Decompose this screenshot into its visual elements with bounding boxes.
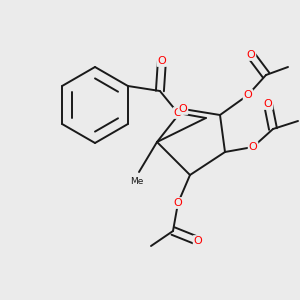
Text: O: O (158, 56, 166, 66)
Text: O: O (173, 108, 182, 118)
Text: Me: Me (130, 178, 144, 187)
Text: O: O (194, 236, 202, 246)
Text: O: O (178, 104, 188, 114)
Text: O: O (264, 99, 272, 109)
Text: O: O (247, 50, 255, 60)
Text: O: O (244, 90, 252, 100)
Text: O: O (174, 198, 182, 208)
Text: O: O (249, 142, 257, 152)
